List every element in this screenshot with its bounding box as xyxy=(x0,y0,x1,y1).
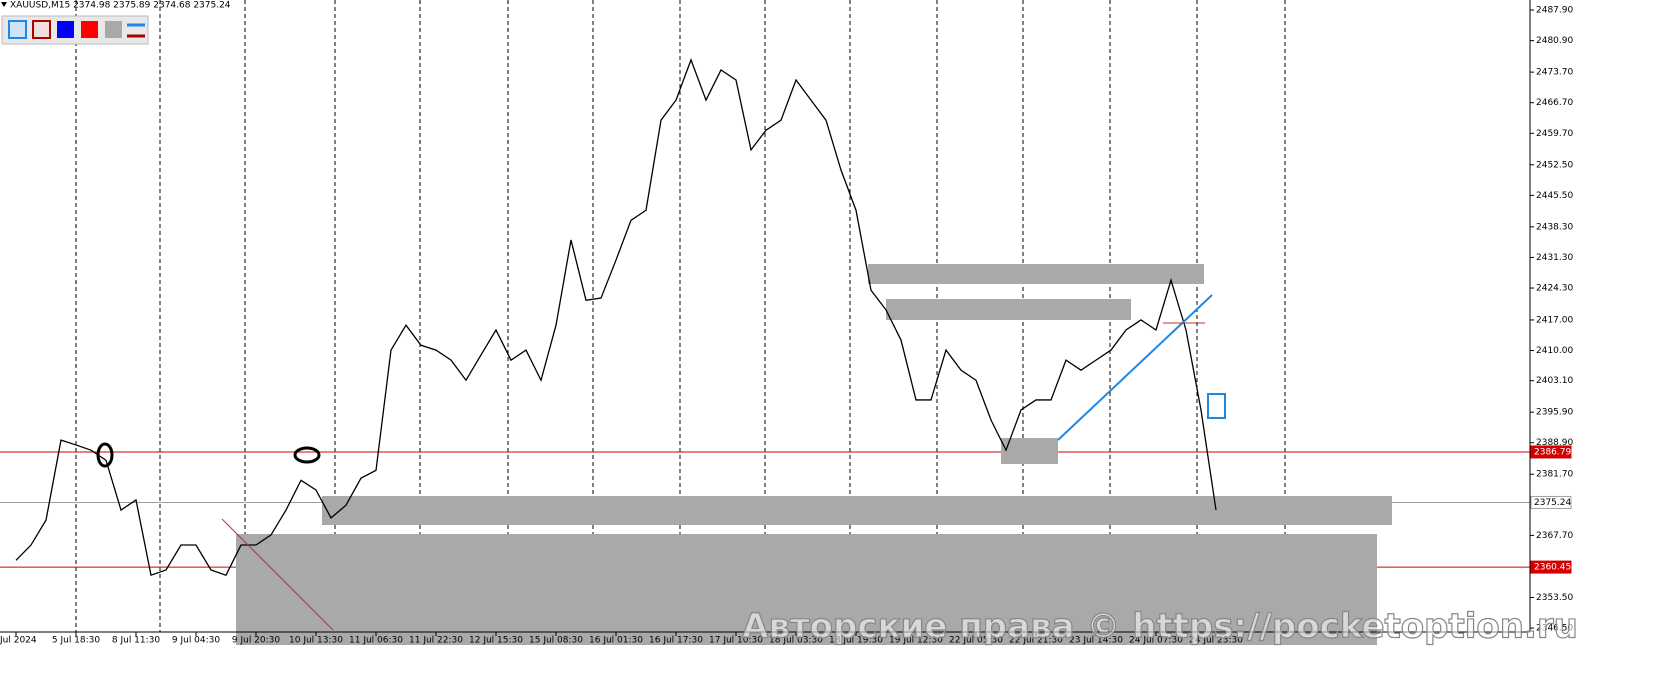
trend-line xyxy=(1057,294,1213,441)
drawings xyxy=(96,294,1226,631)
y-tick-label: 2480.90 xyxy=(1536,36,1573,46)
x-tick-label: 24 Jul 23:30 xyxy=(1189,636,1243,646)
y-tick-label: 2403.10 xyxy=(1536,376,1573,386)
price-line xyxy=(15,58,1217,577)
x-tick-label: 16 Jul 17:30 xyxy=(649,636,703,646)
price-label: 2375.24 xyxy=(1534,498,1571,508)
tool[interactable] xyxy=(81,21,98,38)
x-tick-label: 11 Jul 22:30 xyxy=(409,636,463,646)
y-tick-label: 2473.70 xyxy=(1536,68,1573,78)
y-tick-label: 2353.50 xyxy=(1536,593,1573,603)
y-tick-label: 2395.90 xyxy=(1536,408,1573,418)
y-tick-label: 2424.30 xyxy=(1536,284,1573,294)
tool[interactable] xyxy=(32,20,51,39)
y-tick-label: 2452.50 xyxy=(1536,160,1573,170)
x-tick-label: Jul 2024 xyxy=(0,636,37,646)
zone xyxy=(886,299,1131,320)
x-tick-label: 11 Jul 06:30 xyxy=(349,636,403,646)
x-tick-label: 10 Jul 13:30 xyxy=(289,636,343,646)
y-tick-label: 2438.30 xyxy=(1536,222,1573,232)
y-tick-label: 2487.90 xyxy=(1536,6,1573,16)
price-label: 2360.45 xyxy=(1534,563,1571,573)
x-tick-label: 23 Jul 14:30 xyxy=(1069,636,1123,646)
price-label-bg xyxy=(1530,445,1572,459)
y-tick-label: 2367.70 xyxy=(1536,531,1573,541)
header-arrow xyxy=(1,2,7,7)
watermark: Авторские права © https://pocketoption.r… xyxy=(742,607,1578,647)
x-tick-label: 19 Jul 12:30 xyxy=(889,636,943,646)
y-tick-label: 2388.90 xyxy=(1536,438,1573,448)
toolbar xyxy=(1,15,149,45)
y-tick-label: 2417.00 xyxy=(1536,315,1573,325)
circle-marker xyxy=(293,446,321,464)
y-tick-label: 2466.70 xyxy=(1536,98,1573,108)
price-label-bg xyxy=(1530,495,1572,509)
x-tick-label: 17 Jul 10:30 xyxy=(709,636,763,646)
y-tick-label: 2445.50 xyxy=(1536,191,1573,201)
x-tick-label: 24 Jul 07:30 xyxy=(1129,636,1183,646)
y-tick-label: 2431.30 xyxy=(1536,253,1573,263)
x-tick-label: 9 Jul 04:30 xyxy=(172,636,221,646)
x-tick-label: 9 Jul 20:30 xyxy=(232,636,281,646)
tool[interactable] xyxy=(57,21,74,38)
x-tick-label: 16 Jul 01:30 xyxy=(589,636,643,646)
plot xyxy=(15,58,1217,577)
zone xyxy=(868,264,1204,284)
price-label: 2386.79 xyxy=(1534,447,1571,457)
zones xyxy=(236,264,1392,645)
tool[interactable] xyxy=(8,20,27,39)
box-marker xyxy=(1207,393,1226,419)
zone xyxy=(236,534,1377,645)
x-tick-label: 18 Jul 03:30 xyxy=(769,636,823,646)
tool[interactable] xyxy=(105,21,122,38)
price-label-bg xyxy=(1530,560,1572,574)
x-tick-label: 5 Jul 18:30 xyxy=(52,636,101,646)
axes: 2487.90 2480.90 2473.70 2466.70 2459.70 2452.… xyxy=(0,6,1573,646)
y-tick-label: 2346.50 xyxy=(1536,624,1573,634)
x-tick-label: 18 Jul 19:30 xyxy=(829,636,883,646)
zone xyxy=(322,496,1392,525)
x-tick-label: 8 Jul 11:30 xyxy=(112,636,161,646)
x-tick-label: 12 Jul 15:30 xyxy=(469,636,523,646)
circle-marker xyxy=(96,442,114,468)
y-tick-label: 2459.70 xyxy=(1536,129,1573,139)
zone xyxy=(1001,438,1058,464)
x-tick-label: 15 Jul 08:30 xyxy=(529,636,583,646)
diagonal-line xyxy=(221,518,334,631)
chart-title: XAUUSD,M15 2374.98 2375.89 2374.68 2375.… xyxy=(10,1,231,11)
x-tick-label: 22 Jul 05:30 xyxy=(949,636,1003,646)
x-tick-label: 22 Jul 21:30 xyxy=(1009,636,1063,646)
y-tick-label: 2381.70 xyxy=(1536,470,1573,480)
y-tick-label: 2410.00 xyxy=(1536,346,1573,356)
